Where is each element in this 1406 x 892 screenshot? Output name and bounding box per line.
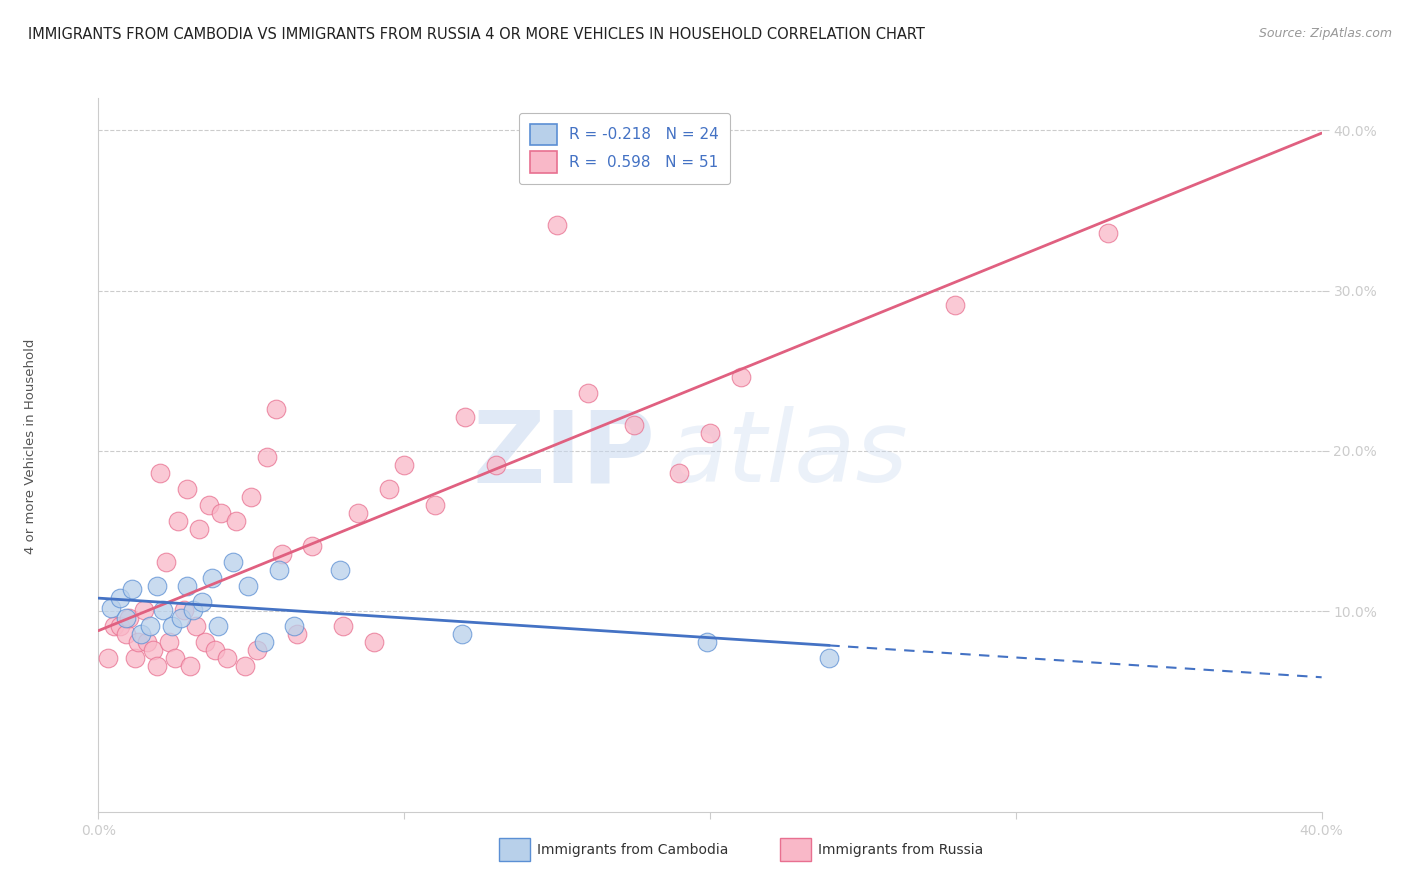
Point	[191, 594, 214, 608]
Legend: R = -0.218   N = 24, R =  0.598   N = 51: R = -0.218 N = 24, R = 0.598 N = 51	[519, 113, 730, 184]
Point	[246, 642, 269, 657]
Point	[485, 458, 508, 473]
Point	[943, 298, 966, 312]
Point	[668, 467, 690, 481]
Text: 4 or more Vehicles in Household: 4 or more Vehicles in Household	[24, 338, 38, 554]
Point	[173, 602, 195, 616]
Point	[127, 634, 149, 648]
Point	[222, 555, 245, 569]
Point	[188, 523, 211, 537]
Point	[136, 634, 159, 648]
Point	[423, 499, 446, 513]
Point	[145, 658, 167, 673]
Point	[256, 450, 278, 465]
Point	[145, 579, 167, 593]
Point	[181, 602, 204, 616]
Point	[546, 218, 568, 232]
Point	[209, 507, 232, 521]
Point	[454, 410, 477, 425]
Point	[225, 515, 247, 529]
Point	[108, 591, 131, 606]
Point	[267, 563, 290, 577]
Point	[252, 634, 274, 648]
Point	[118, 610, 141, 624]
Point	[100, 601, 122, 615]
Point	[283, 618, 305, 632]
Point	[160, 618, 183, 632]
Point	[699, 426, 721, 441]
Point	[264, 402, 287, 417]
Point	[186, 618, 208, 632]
Point	[149, 467, 172, 481]
Text: atlas: atlas	[668, 407, 908, 503]
Point	[233, 658, 256, 673]
Point	[207, 618, 229, 632]
Point	[170, 610, 193, 624]
Text: ZIP: ZIP	[472, 407, 655, 503]
Point	[623, 418, 645, 433]
Point	[818, 650, 841, 665]
Point	[270, 547, 292, 561]
Point	[240, 491, 263, 505]
Point	[347, 507, 370, 521]
Point	[238, 579, 260, 593]
Point	[142, 642, 165, 657]
Point	[152, 602, 174, 616]
Point	[121, 582, 143, 596]
Point	[163, 650, 186, 665]
Point	[97, 650, 120, 665]
Point	[194, 634, 217, 648]
Point	[197, 499, 219, 513]
Text: IMMIGRANTS FROM CAMBODIA VS IMMIGRANTS FROM RUSSIA 4 OR MORE VEHICLES IN HOUSEHO: IMMIGRANTS FROM CAMBODIA VS IMMIGRANTS F…	[28, 27, 925, 42]
Point	[215, 650, 238, 665]
Point	[176, 579, 198, 593]
Text: Immigrants from Cambodia: Immigrants from Cambodia	[537, 843, 728, 856]
Point	[155, 555, 177, 569]
Point	[285, 626, 308, 640]
Point	[200, 571, 222, 585]
Point	[696, 634, 718, 648]
Point	[329, 563, 352, 577]
Point	[576, 386, 599, 401]
Point	[730, 370, 752, 384]
Point	[124, 650, 146, 665]
Text: Source: ZipAtlas.com: Source: ZipAtlas.com	[1258, 27, 1392, 40]
Point	[157, 634, 180, 648]
Text: Immigrants from Russia: Immigrants from Russia	[818, 843, 984, 856]
Point	[363, 634, 385, 648]
Point	[1097, 226, 1119, 240]
Point	[134, 602, 156, 616]
Point	[139, 618, 162, 632]
Point	[332, 618, 354, 632]
Point	[176, 483, 198, 497]
Point	[108, 618, 131, 632]
Point	[179, 658, 201, 673]
Point	[103, 618, 125, 632]
Point	[378, 483, 401, 497]
Point	[167, 515, 190, 529]
Point	[204, 642, 226, 657]
Point	[129, 626, 152, 640]
Point	[115, 626, 138, 640]
Point	[301, 539, 323, 553]
Point	[451, 626, 474, 640]
Point	[392, 458, 416, 473]
Point	[115, 610, 138, 624]
